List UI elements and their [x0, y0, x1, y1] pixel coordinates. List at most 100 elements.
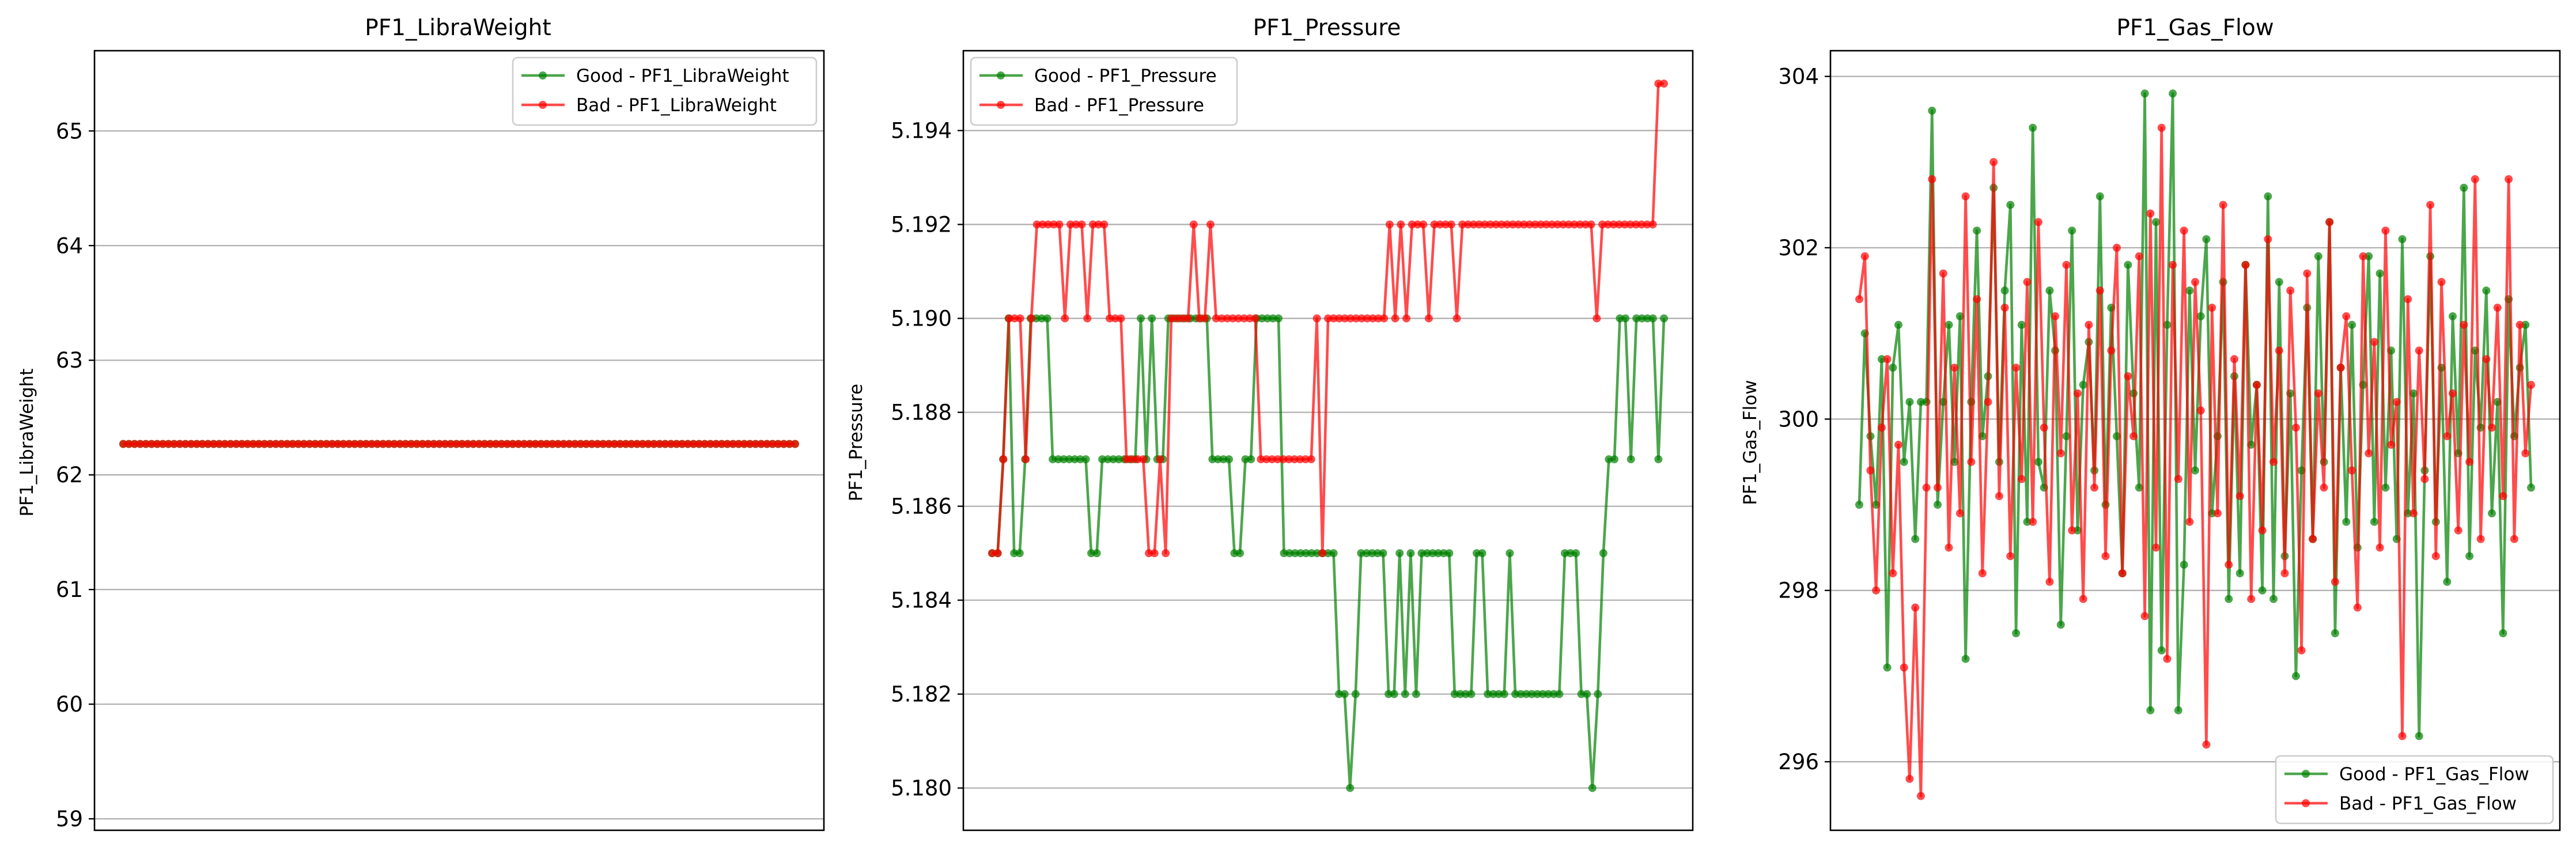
data-point [1363, 314, 1371, 323]
data-point [1508, 220, 1517, 229]
data-point [1939, 269, 1947, 278]
data-point [695, 440, 703, 448]
data-point [2000, 304, 2009, 312]
y-tick-label: 298 [1778, 578, 1819, 603]
data-point [1877, 355, 1886, 364]
data-point [2095, 192, 2104, 201]
data-point [1894, 440, 1902, 449]
data-point [1609, 220, 1618, 229]
data-point [2375, 269, 2384, 278]
data-point [1162, 549, 1170, 558]
plot-area [93, 50, 825, 831]
data-point [1401, 690, 1409, 698]
data-point [2163, 320, 2172, 329]
data-point [2342, 517, 2351, 526]
data-point [1866, 466, 1875, 475]
data-point [2264, 235, 2272, 244]
y-tick-label: 65 [56, 119, 83, 143]
legend-marker-good [539, 71, 547, 80]
data-point [1148, 314, 1156, 323]
data-point [2191, 278, 2199, 286]
legend: Good - PF1_Gas_Flow Bad - PF1_Gas_Flow [2275, 755, 2554, 825]
data-point [1408, 220, 1416, 229]
data-point [2275, 346, 2283, 355]
data-point [2342, 312, 2351, 320]
data-point [604, 440, 613, 448]
y-tick-label: 5.194 [891, 119, 952, 143]
data-point [2225, 561, 2233, 569]
data-point [1128, 455, 1136, 464]
data-point [1390, 690, 1398, 698]
data-point [2023, 517, 2032, 526]
data-point [1995, 492, 2003, 501]
data-point [1436, 220, 1444, 229]
series-layer [988, 80, 1668, 792]
data-point [1481, 220, 1489, 229]
data-point [221, 440, 229, 448]
data-point [1430, 220, 1439, 229]
data-point [271, 440, 280, 448]
data-point [1452, 314, 1461, 323]
data-point [1616, 314, 1624, 323]
legend: Good - PF1_LibraWeight Bad - PF1_LibraWe… [512, 56, 818, 126]
data-point [2174, 475, 2182, 483]
data-point [1643, 314, 1652, 323]
data-point [2454, 526, 2462, 535]
data-point [1566, 549, 1575, 558]
data-point [2202, 235, 2211, 244]
data-point [610, 440, 619, 448]
data-point [2140, 612, 2149, 621]
data-point [447, 440, 455, 448]
data-point [2045, 577, 2054, 586]
data-point [1872, 586, 1881, 595]
legend: Good - PF1_Pressure Bad - PF1_Pressure [970, 56, 1238, 126]
data-point [1621, 220, 1629, 229]
data-point [2521, 320, 2530, 329]
data-point [2135, 252, 2143, 260]
data-point [2516, 320, 2524, 329]
data-point [1137, 314, 1145, 323]
data-point [130, 440, 139, 448]
data-point [2118, 569, 2127, 577]
data-point [1114, 455, 1123, 464]
data-point [2073, 526, 2082, 535]
data-point [1538, 690, 1547, 698]
data-point [1103, 455, 1112, 464]
data-point [486, 440, 494, 448]
data-point [1973, 295, 1981, 304]
data-point [2314, 252, 2322, 260]
data-point [429, 440, 438, 448]
data-point [176, 440, 184, 448]
data-point [1889, 364, 1897, 372]
data-point [2280, 569, 2289, 577]
data-point [2460, 183, 2468, 192]
data-point [1246, 314, 1254, 323]
data-point [2012, 629, 2021, 637]
data-point [1077, 220, 1086, 229]
data-point [1234, 314, 1243, 323]
data-point [2056, 621, 2065, 629]
data-point [1043, 314, 1051, 323]
data-point [2465, 552, 2474, 561]
y-tick-label: 302 [1778, 236, 1819, 260]
data-point [1648, 314, 1657, 323]
data-point [1357, 549, 1365, 558]
data-point [627, 440, 636, 448]
plot-area [1829, 50, 2561, 831]
data-point [311, 440, 320, 448]
data-point [266, 440, 274, 448]
data-point [1621, 314, 1630, 323]
data-point [1984, 398, 1992, 406]
y-tick-label: 5.184 [891, 588, 952, 613]
y-tick-label: 296 [1778, 750, 1819, 774]
data-point [599, 440, 607, 448]
data-point [1911, 535, 1920, 543]
data-point [1139, 455, 1148, 464]
series-bad [1855, 123, 2535, 800]
data-point [1092, 549, 1101, 558]
data-point [1257, 455, 1265, 464]
data-point [1201, 314, 1209, 323]
data-point [1251, 314, 1259, 323]
data-point [2006, 552, 2015, 561]
data-point [638, 440, 647, 448]
